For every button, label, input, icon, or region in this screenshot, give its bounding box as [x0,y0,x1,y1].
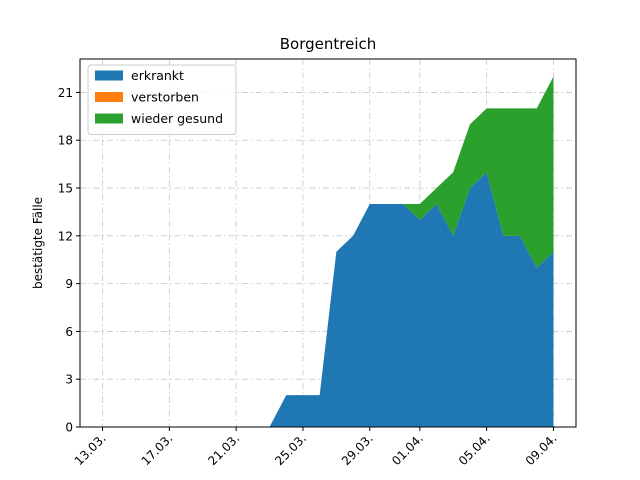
series-area-erkrankt [102,172,554,427]
y-tick-label: 9 [65,277,73,291]
legend-label-verstorben: verstorben [131,90,199,105]
legend-swatch-wieder-gesund [95,113,123,124]
y-axis-label: bestätigte Fälle [31,197,45,289]
y-tick-label: 12 [58,229,73,243]
y-tick-label: 6 [65,325,73,339]
legend-box [87,64,237,135]
y-tick-label: 21 [58,86,73,100]
chart-title: Borgentreich [280,35,377,53]
legend-label-erkrankt: erkrankt [131,68,184,83]
y-tick-label: 0 [65,421,73,435]
legend-swatch-erkrankt [95,70,123,81]
legend-swatch-verstorben [95,92,123,102]
legend: erkrankt verstorben wieder gesund [87,64,237,135]
plot-area [102,76,554,428]
series-area-wieder-gesund [102,76,554,428]
legend-label-wieder-gesund: wieder gesund [131,111,223,126]
y-tick-label: 18 [58,134,73,148]
y-axis: 0 3 6 9 12 15 18 21 [58,86,80,435]
axes-frame [79,58,577,428]
y-tick-label: 3 [65,373,73,387]
y-tick-label: 15 [58,182,73,196]
